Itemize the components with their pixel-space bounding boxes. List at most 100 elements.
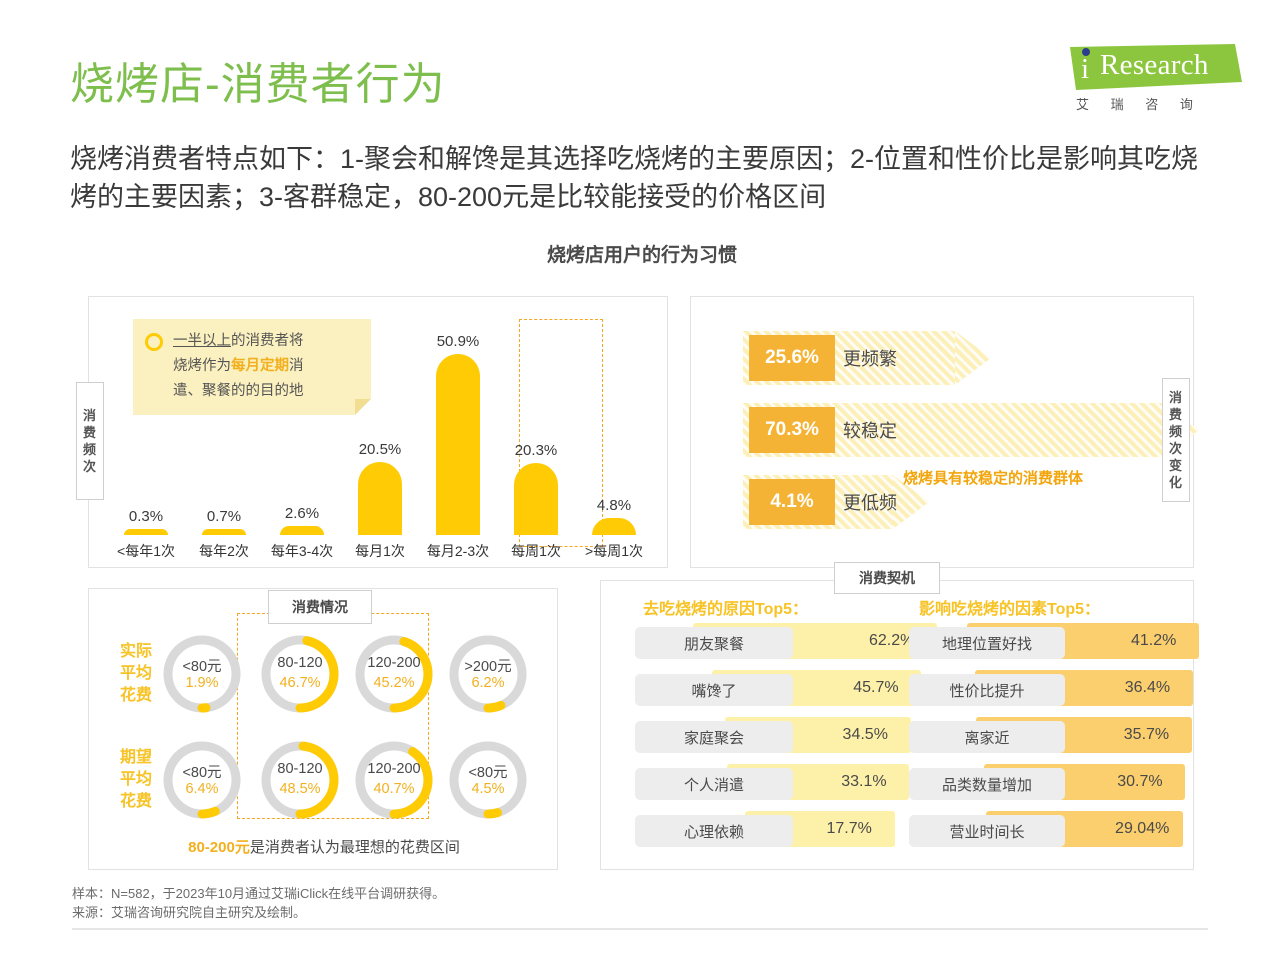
top5-row[interactable]: 朋友聚餐 62.2% (635, 623, 937, 659)
bar-value-label: 20.5% (358, 440, 402, 458)
top5-row[interactable]: 性价比提升 36.4% (909, 670, 1193, 706)
bar-column: 0.7% 每年2次 (185, 508, 263, 559)
bar-shape[interactable] (124, 529, 168, 535)
top5-row[interactable]: 离家近 35.7% (909, 717, 1192, 753)
spending-panel: 实际 平均 花费 <80元 1.9% 80-120 46.7% 120-200 45.2% >20… (88, 588, 558, 870)
bar-column: 50.9% 每月2-3次 (419, 333, 497, 559)
top5-row[interactable]: 个人消遣 33.1% (635, 764, 910, 800)
donut-row-label: 期望 平均 花费 (119, 749, 152, 810)
arrow-value[interactable]: 4.1% (749, 479, 835, 525)
donut-chart[interactable]: 120-200 40.7% (351, 737, 437, 823)
top5-category-chip: 性价比提升 (909, 674, 1065, 706)
top5-row[interactable]: 品类数量增加 30.7% (909, 764, 1186, 800)
tab-occasion-label: 消费契机 (859, 570, 915, 586)
page-title: 烧烤店-消费者行为 (70, 60, 446, 109)
bar-shape[interactable] (202, 529, 246, 535)
top5-value-label: 41.2% (1131, 632, 1177, 649)
reasons-column-title: 去吃烧烤的原因Top5： (643, 601, 809, 618)
donut-annotation-highlight: 80-200元 (188, 839, 250, 856)
bar-category-label: 每月2-3次 (426, 543, 490, 559)
top5-category-chip: 心理依赖 (635, 815, 793, 847)
bar-column: 20.3% 每周1次 (497, 442, 575, 559)
arrow-category-label: 较稳定 (843, 421, 897, 441)
donut-chart[interactable]: 80-120 46.7% (257, 631, 343, 717)
bar-column: 2.6% 每年3-4次 (263, 505, 341, 559)
donut-ring (355, 741, 433, 819)
callout-line1-rest: 的消费者将 (231, 333, 304, 349)
bar-highlight-box (519, 319, 603, 547)
top5-value-label: 29.04% (1115, 820, 1170, 837)
donut-chart[interactable]: 80-120 48.5% (257, 737, 343, 823)
top5-value-label: 36.4% (1124, 679, 1171, 696)
donut-ring (355, 635, 433, 713)
tab-consumption-frequency[interactable]: 消费频次 (76, 382, 104, 500)
top5-category-chip: 嘴馋了 (635, 674, 793, 706)
donut-ring (449, 741, 527, 819)
top5-category-chip: 家庭聚会 (635, 721, 793, 753)
top5-value-label: 35.7% (1123, 726, 1170, 743)
tab-spending[interactable]: 消费情况 (268, 590, 372, 624)
top5-row[interactable]: 营业时间长 29.04% (909, 811, 1184, 847)
logo-green-shape (1070, 44, 1242, 90)
section-title: 烧烤店用户的行为习惯 (0, 240, 1280, 267)
bar-category-label: <每年1次 (117, 543, 175, 559)
arrow-value[interactable]: 25.6% (749, 335, 835, 381)
top5-row[interactable]: 地理位置好找 41.2% (909, 623, 1199, 659)
section-title-text: 烧烤店用户的行为习惯 (546, 245, 737, 266)
top5-value-label: 17.7% (826, 820, 872, 837)
tab-frequency-change[interactable]: 消费频次变化 (1162, 378, 1190, 502)
donut-category-label: 120-200 (367, 655, 421, 671)
frequency-change-panel: 25.6% 更频繁 70.3% 较稳定 4.1% 更低频 烧烤具有较稳定的消费群体 (690, 296, 1199, 568)
top5-category-chip: 离家近 (909, 721, 1065, 753)
donut-category-label: <80元 (468, 765, 508, 781)
donut-ring (449, 635, 527, 713)
top5-value-label: 30.7% (1117, 773, 1163, 790)
top5-row[interactable]: 家庭聚会 34.5% (635, 717, 911, 753)
donut-category-label: 80-120 (277, 655, 323, 671)
donut-value-label: 46.7% (279, 675, 321, 691)
arrow-category-label: 更频繁 (843, 349, 897, 369)
arrow-head (955, 331, 991, 385)
occasion-panel: 去吃烧烤的原因Top5： 影响吃烧烤的因素Top5： 朋友聚餐 62.2% 嘴馋了 4… (600, 580, 1199, 870)
donut-annotation: 80-200元是消费者认为最理想的花费区间 (89, 836, 559, 857)
footer-source-line: 来源：艾瑞咨询研究院自主研究及绘制。 (72, 905, 307, 920)
bar-shape[interactable] (280, 525, 324, 535)
bar-category-label: 每年3-4次 (270, 543, 334, 559)
bar-shape[interactable] (436, 353, 480, 535)
donut-chart[interactable]: <80元 1.9% (159, 631, 245, 717)
donut-chart[interactable]: 120-200 45.2% (351, 631, 437, 717)
footer-sample-line: 样本：N=582，于2023年10月通过艾瑞iClick在线平台调研获得。 (72, 886, 446, 901)
top5-value-label: 62.2% (869, 632, 915, 649)
bar-value-label: 50.9% (436, 332, 480, 350)
top5-category-chip: 个人消遣 (635, 768, 793, 800)
arrow-category-label: 更低频 (843, 493, 897, 513)
donut-chart[interactable]: <80元 4.5% (445, 737, 531, 823)
arrow-value[interactable]: 70.3% (749, 407, 835, 453)
factors-column-title: 影响吃烧烤的因素Top5： (919, 601, 1101, 618)
page-subtitle: 烧烤消费者特点如下：1-聚会和解馋是其选择吃烧烤的主要原因；2-位置和性价比是影… (70, 144, 1199, 212)
logo-chinese-name: 艾 瑞 咨 询 (1076, 97, 1202, 112)
donut-value-label: 48.5% (279, 781, 321, 797)
donut-ring (261, 635, 339, 713)
iresearch-logo: i Research 艾 瑞 咨 询 (1070, 44, 1242, 116)
top5-row[interactable]: 嘴馋了 45.7% (635, 670, 922, 706)
callout-line2-pre: 烧烤作为 (173, 358, 231, 374)
top5-row[interactable]: 心理依赖 17.7% (635, 811, 903, 847)
circle-bullet-icon (145, 333, 163, 351)
donut-chart[interactable]: <80元 6.4% (159, 737, 245, 823)
bar-shape[interactable] (514, 462, 558, 535)
donut-row-label: 实际 平均 花费 (119, 643, 152, 704)
bar-column: 4.8% >每周1次 (575, 497, 653, 559)
tab-frequency-change-label: 消费频次变化 (1168, 390, 1183, 490)
donut-chart[interactable]: >200元 6.2% (445, 631, 531, 717)
donut-category-label: >200元 (464, 659, 512, 675)
tab-occasion[interactable]: 消费契机 (834, 562, 940, 594)
arrow-row: 4.1% 更低频 (743, 475, 929, 529)
bar-column: 20.5% 每月1次 (341, 441, 419, 559)
bar-shape[interactable] (358, 461, 402, 535)
tab-spending-label: 消费情况 (292, 599, 348, 615)
top5-category-chip: 品类数量增加 (909, 768, 1065, 800)
arrow-annotation: 烧烤具有较稳定的消费群体 (903, 470, 1084, 487)
callout-highlight-text: 每月定期 (231, 358, 289, 374)
bar-shape[interactable] (592, 517, 636, 535)
